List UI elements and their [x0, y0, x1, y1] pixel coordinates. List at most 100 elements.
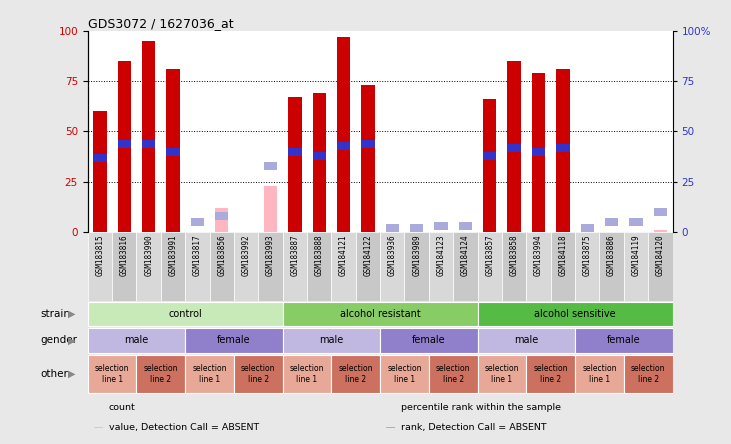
Bar	[88, 301, 283, 326]
Bar	[161, 232, 185, 301]
Bar	[526, 232, 550, 301]
Bar	[337, 142, 350, 150]
Bar	[288, 147, 301, 155]
Bar	[264, 162, 277, 170]
Bar	[215, 212, 228, 220]
Text: GSM183992: GSM183992	[242, 234, 251, 276]
Bar	[118, 139, 131, 147]
Bar	[283, 355, 331, 393]
Text: other: other	[40, 369, 68, 379]
Bar	[331, 232, 356, 301]
Bar	[507, 143, 520, 151]
Text: selection
line 2: selection line 2	[436, 364, 471, 384]
Text: count: count	[109, 403, 135, 412]
Bar	[386, 224, 399, 232]
Bar	[88, 355, 137, 393]
Bar	[459, 222, 472, 230]
Bar	[258, 232, 283, 301]
Bar	[118, 61, 131, 232]
Bar	[331, 355, 380, 393]
Bar	[112, 232, 137, 301]
Bar	[283, 328, 380, 353]
Text: male: male	[124, 335, 148, 345]
Bar	[429, 355, 477, 393]
Bar	[453, 232, 477, 301]
Bar	[629, 218, 643, 226]
Bar	[502, 232, 526, 301]
Bar	[580, 224, 594, 232]
Bar	[307, 232, 331, 301]
Text: GSM184123: GSM184123	[436, 234, 445, 276]
Text: selection
line 2: selection line 2	[241, 364, 276, 384]
Bar	[556, 69, 569, 232]
Bar	[234, 232, 258, 301]
Text: GSM183815: GSM183815	[96, 234, 105, 276]
Text: GDS3072 / 1627036_at: GDS3072 / 1627036_at	[88, 17, 233, 30]
Text: GSM183989: GSM183989	[412, 234, 421, 276]
Text: GSM183857: GSM183857	[485, 234, 494, 276]
Bar	[288, 97, 301, 232]
Text: ▶: ▶	[68, 309, 75, 319]
Bar	[88, 232, 112, 301]
Bar	[264, 188, 277, 232]
Bar	[380, 355, 429, 393]
Bar	[483, 99, 496, 232]
Text: selection
line 2: selection line 2	[534, 364, 568, 384]
Text: GSM184124: GSM184124	[461, 234, 470, 276]
Text: GSM183888: GSM183888	[315, 234, 324, 276]
Text: female: female	[217, 335, 251, 345]
Bar	[575, 232, 599, 301]
Bar	[532, 147, 545, 155]
Bar	[380, 328, 477, 353]
Text: GSM183886: GSM183886	[607, 234, 616, 276]
Bar	[624, 232, 648, 301]
Text: GSM184121: GSM184121	[339, 234, 348, 276]
Text: GSM183816: GSM183816	[120, 234, 129, 276]
Bar	[556, 143, 569, 151]
Bar	[477, 355, 526, 393]
Text: rank, Detection Call = ABSENT: rank, Detection Call = ABSENT	[401, 423, 547, 432]
Bar	[185, 328, 283, 353]
Bar	[532, 73, 545, 232]
Text: female: female	[412, 335, 446, 345]
Text: selection
line 1: selection line 1	[387, 364, 422, 384]
Bar	[264, 186, 277, 232]
Text: male: male	[514, 335, 539, 345]
Text: female: female	[607, 335, 640, 345]
Text: GSM184119: GSM184119	[632, 234, 640, 276]
Text: GSM183887: GSM183887	[290, 234, 299, 276]
Bar	[185, 232, 210, 301]
Bar	[477, 328, 575, 353]
Text: GSM183875: GSM183875	[583, 234, 591, 276]
Text: control: control	[168, 309, 202, 319]
Bar	[550, 232, 575, 301]
Text: GSM183858: GSM183858	[510, 234, 518, 276]
Bar	[526, 355, 575, 393]
Bar	[312, 93, 326, 232]
Bar	[167, 69, 180, 232]
Text: strain: strain	[40, 309, 70, 319]
Text: GSM183993: GSM183993	[266, 234, 275, 276]
Text: value, Detection Call = ABSENT: value, Detection Call = ABSENT	[109, 423, 259, 432]
Bar	[167, 147, 180, 155]
Bar	[386, 407, 395, 408]
Bar	[404, 232, 429, 301]
Text: selection
line 2: selection line 2	[143, 364, 178, 384]
Bar	[312, 151, 326, 159]
Text: selection
line 1: selection line 1	[95, 364, 129, 384]
Bar	[94, 111, 107, 232]
Bar	[575, 355, 624, 393]
Text: gender: gender	[40, 335, 77, 345]
Bar	[283, 301, 477, 326]
Bar	[234, 355, 283, 393]
Text: GSM183990: GSM183990	[144, 234, 153, 276]
Bar	[654, 208, 667, 216]
Bar	[410, 224, 423, 232]
Text: GSM184118: GSM184118	[558, 234, 567, 276]
Bar	[185, 355, 234, 393]
Text: GSM183936: GSM183936	[388, 234, 397, 276]
Bar	[624, 355, 673, 393]
Bar	[191, 218, 204, 226]
Bar	[137, 355, 185, 393]
Text: alcohol resistant: alcohol resistant	[340, 309, 420, 319]
